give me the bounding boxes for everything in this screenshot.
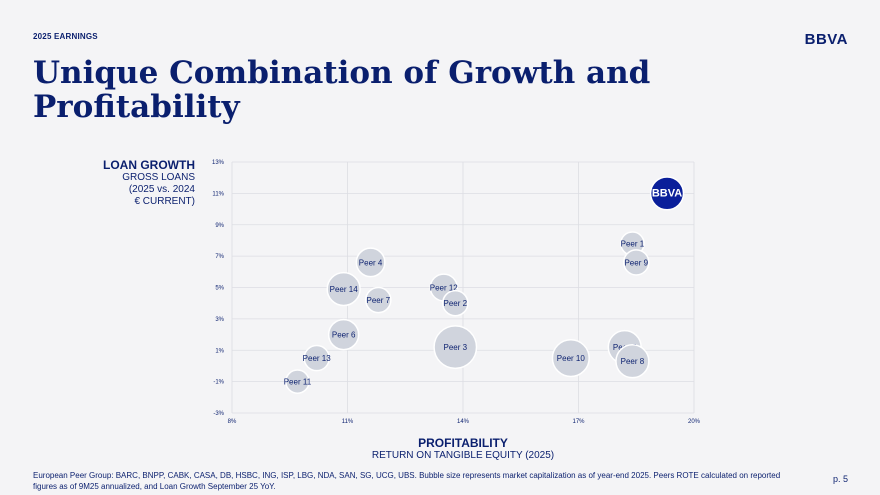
x-axis-subtitle: RETURN ON TANGIBLE EQUITY (2025) [371, 450, 555, 461]
bubble-point [303, 344, 330, 372]
y-axis-subtitle-1: GROSS LOANS [122, 172, 195, 183]
bubble-label: Peer 6 [332, 331, 356, 340]
bubble-label: Peer 11 [284, 378, 312, 387]
bubble-point [365, 286, 392, 314]
y-axis-subtitle-3: € CURRENT) [134, 196, 195, 207]
bubble-point [285, 369, 310, 394]
y-axis-label: LOAN GROWTH GROSS LOANS (2025 vs. 2024 €… [60, 158, 195, 208]
page-title: Unique Combination of Growth and Profita… [33, 55, 651, 125]
bubble-point [622, 249, 650, 276]
bubble-point [442, 289, 469, 317]
x-tick-label: 8% [228, 419, 237, 425]
bubble-point [615, 344, 650, 379]
bubble-label: Peer 7 [367, 296, 391, 305]
bubble-point [551, 338, 590, 378]
y-tick-label: -1% [213, 380, 224, 386]
y-tick-label: 9% [215, 223, 224, 229]
bubble-label: Peer 1 [621, 240, 645, 249]
x-axis-label: PROFITABILITY RETURN ON TANGIBLE EQUITY … [232, 436, 694, 462]
bubble-point [326, 271, 361, 307]
y-tick-label: 5% [215, 286, 224, 292]
bubble-point [649, 176, 685, 211]
bubble-point [433, 325, 478, 370]
bubble-point [327, 318, 360, 351]
y-axis-subtitle-2: (2025 vs. 2024 [128, 184, 195, 195]
page-number: p. 5 [832, 474, 848, 484]
bubble-label: Peer 14 [330, 285, 359, 294]
bubble-label: Peer 8 [621, 357, 645, 366]
y-tick-label: 1% [215, 348, 224, 354]
bubble-point [355, 247, 386, 278]
x-tick-label: 20% [688, 419, 701, 425]
bubble-label: BBVA [652, 187, 682, 199]
y-axis-title: LOAN GROWTH [103, 158, 195, 172]
x-tick-label: 11% [342, 419, 354, 425]
x-tick-label: 17% [572, 419, 585, 425]
x-axis-title: PROFITABILITY [418, 436, 508, 450]
y-tick-label: -3% [213, 411, 224, 417]
bubble-label: Peer 12 [430, 284, 459, 293]
bubble-label: Peer 3 [444, 343, 468, 352]
y-tick-label: 7% [215, 254, 224, 260]
bbva-logo: BBVA [804, 31, 848, 48]
footnote: European Peer Group: BARC, BNPP, CABK, C… [33, 471, 781, 491]
y-tick-label: 3% [215, 317, 224, 323]
x-tick-label: 14% [457, 419, 470, 425]
bubble-label: Peer 10 [557, 354, 586, 363]
bubble-label: Peer 13 [303, 354, 332, 363]
y-tick-label: 13% [212, 160, 225, 166]
bubble-label: Peer 9 [624, 258, 648, 267]
y-tick-label: 11% [212, 191, 224, 197]
bubble-label: Peer 4 [359, 258, 383, 267]
eyebrow-label: 2025 EARNINGS [33, 32, 98, 41]
bubble-label: Peer 2 [444, 299, 468, 308]
